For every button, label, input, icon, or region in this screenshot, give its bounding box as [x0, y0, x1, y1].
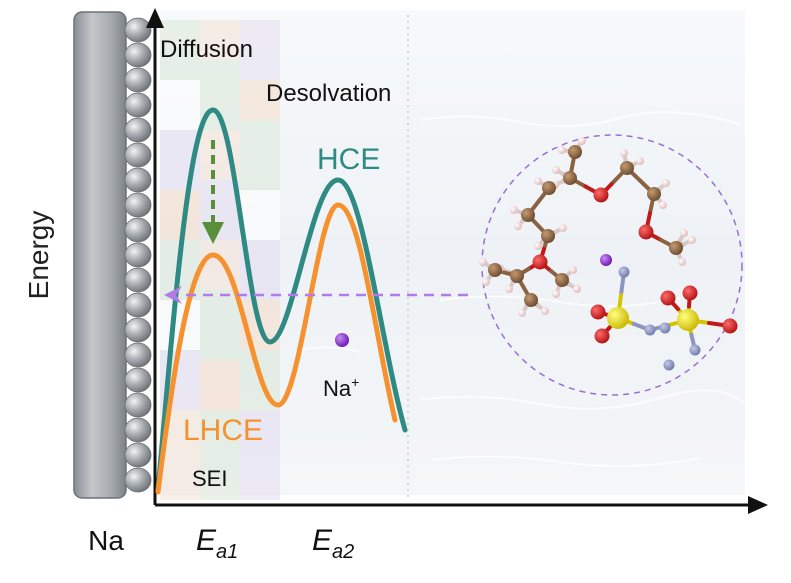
electrode-surface-bumps: [124, 17, 152, 493]
electrode-bump: [124, 217, 152, 243]
electrode-bump: [124, 192, 152, 218]
electrode-bump: [124, 167, 152, 193]
molecule-atom-c: [620, 161, 634, 175]
molecule-atom-o: [638, 224, 654, 240]
molecule-atom-c: [524, 293, 538, 307]
molecule-atom-c: [563, 171, 577, 185]
molecule-atom-h: [573, 285, 581, 293]
molecule-atom-o: [593, 187, 609, 203]
molecule-atom-h: [510, 206, 518, 214]
molecule-atom-c: [521, 208, 535, 222]
molecule-atom-h: [659, 201, 667, 209]
electrode-bump: [124, 467, 152, 493]
na-ion-dot: [335, 333, 349, 347]
molecule-atom-h: [514, 222, 522, 230]
molecule-atom-c: [568, 145, 582, 159]
molecule-atom-h: [569, 266, 577, 274]
desolvation-label: Desolvation: [266, 80, 391, 107]
molecule-atom-c: [647, 187, 661, 201]
electrode-bump: [124, 367, 152, 393]
molecule-atom-h: [678, 258, 686, 266]
water-ripples: [299, 111, 746, 468]
molecule-atom-h: [558, 146, 566, 154]
molecule-atom-h: [552, 166, 560, 174]
hce-label: HCE: [317, 143, 380, 176]
electrode-bump: [124, 342, 152, 368]
electrode-bump: [124, 392, 152, 418]
na-ion-label: Na+: [323, 374, 359, 401]
molecule-atom-s: [677, 309, 699, 331]
molecule-atom-h: [482, 278, 490, 286]
electrode-plate: [73, 11, 127, 499]
molecule-atom-c: [555, 273, 569, 287]
electrode-bump: [124, 317, 152, 343]
hce-energy-curve: [155, 107, 408, 493]
molecule-atom-n: [659, 322, 671, 334]
sodium-electrode: [73, 11, 152, 499]
molecule-atom-n: [689, 344, 701, 356]
molecule-atom-h: [688, 236, 696, 244]
x-tick-ea2: Ea2: [312, 524, 354, 563]
molecule-atom-na: [600, 254, 612, 266]
molecule-atom-h: [559, 224, 567, 232]
molecule-atom-n: [663, 359, 675, 371]
lhce-label: LHCE: [183, 414, 263, 447]
molecule-atom-h: [534, 242, 542, 250]
molecule-atom-c: [510, 269, 524, 283]
molecule-atom-h: [680, 229, 688, 237]
barrier-reduction-arrow: [202, 140, 224, 244]
sei-label: SEI: [192, 466, 227, 491]
molecule-atom-o: [722, 318, 738, 334]
electrode-bump: [124, 242, 152, 268]
electrode-label: Na: [88, 525, 124, 556]
molecule-atom-s: [607, 307, 629, 329]
electrode-bump: [124, 92, 152, 118]
electrode-bump: [124, 442, 152, 468]
molecule-atom-h: [620, 149, 628, 157]
electrode-bump: [124, 267, 152, 293]
molecule-atom-h: [636, 157, 644, 165]
molecule-atom-n: [618, 266, 630, 278]
molecule-atom-o: [660, 290, 676, 306]
y-axis-arrowhead: [146, 8, 164, 28]
molecule-atom-c: [488, 263, 502, 277]
molecule-atom-h: [578, 137, 586, 145]
electrode-bump: [124, 17, 152, 43]
ion-transfer-arrow: [164, 286, 468, 304]
electrode-bump: [124, 117, 152, 143]
molecule-atom-n: [644, 324, 656, 336]
molecule-atom-o: [532, 254, 548, 270]
molecule-atom-o: [590, 304, 606, 320]
molecule-atom-h: [518, 309, 526, 317]
electrode-bump: [124, 142, 152, 168]
molecule-atom-h: [662, 179, 670, 187]
molecule-atom-c: [542, 181, 556, 195]
molecule-atom-h: [541, 307, 549, 315]
x-tick-ea1: Ea1: [196, 524, 238, 563]
molecule-atom-c: [541, 229, 555, 243]
axes: [146, 8, 768, 514]
electrode-bump: [124, 417, 152, 443]
electrode-bump: [124, 67, 152, 93]
molecule-atom-o: [682, 285, 698, 301]
molecule-atom-c: [669, 241, 683, 255]
diffusion-label: Diffusion: [160, 36, 253, 63]
y-axis-label: Energy: [23, 211, 54, 300]
molecule-atom-h: [552, 290, 560, 298]
electrode-bump: [124, 292, 152, 318]
molecule-atom-o: [594, 328, 610, 344]
molecule-atom-h: [479, 258, 487, 266]
molecule-atom-h: [534, 177, 542, 185]
x-axis-arrowhead: [748, 496, 768, 514]
molecule-atom-h: [505, 285, 513, 293]
solvation-shell-molecules: [479, 137, 738, 371]
electrode-bump: [124, 42, 152, 68]
